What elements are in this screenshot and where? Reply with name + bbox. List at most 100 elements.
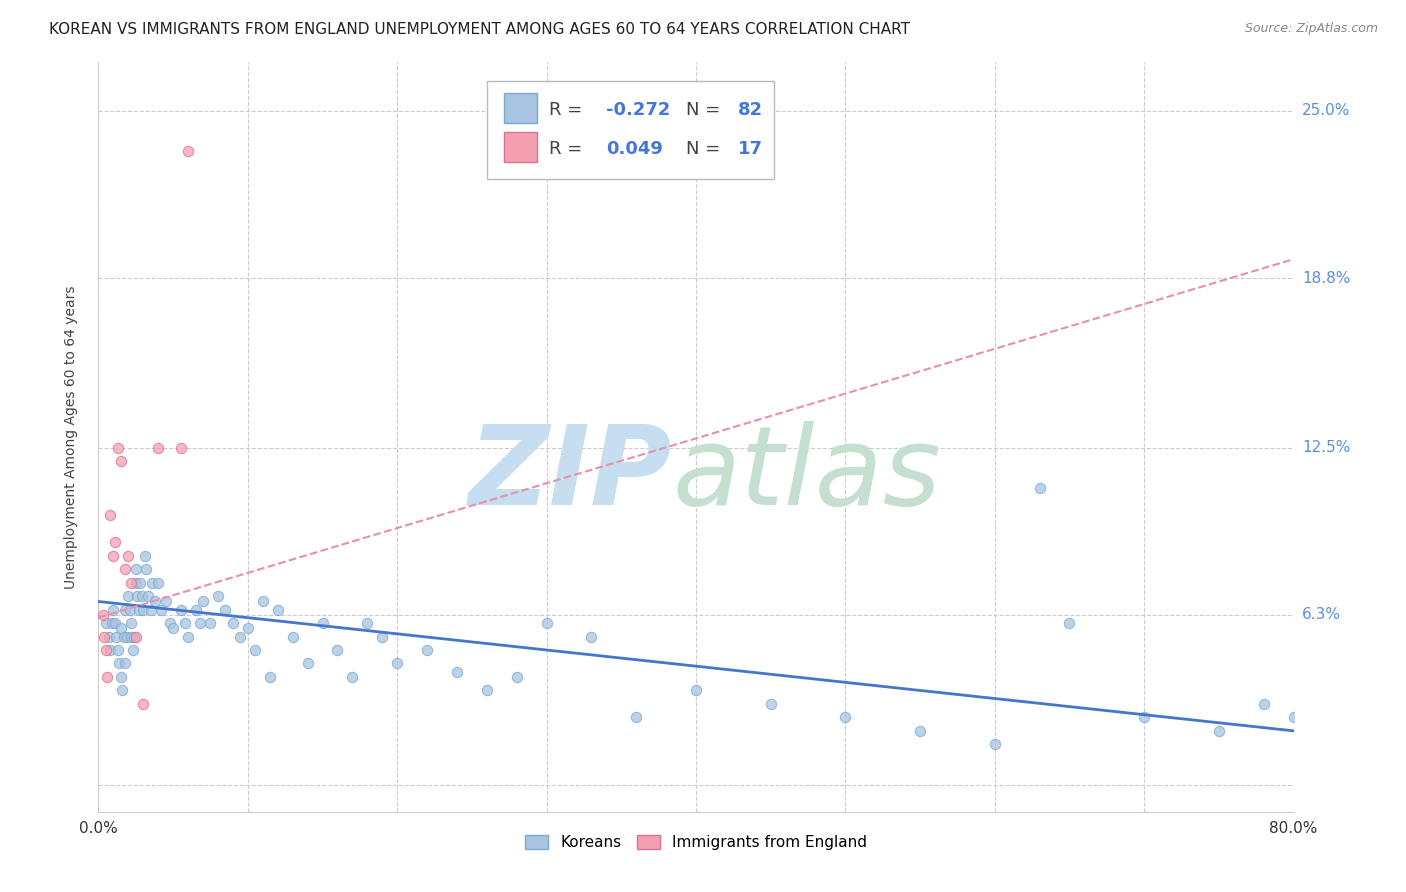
- Point: [128, 602, 150, 616]
- Text: R =: R =: [548, 140, 588, 158]
- Point: [96, 670, 118, 684]
- Point: [245, 643, 267, 657]
- Point: [155, 594, 177, 608]
- Point: [108, 657, 131, 671]
- Point: [125, 575, 148, 590]
- Point: [177, 630, 200, 644]
- Point: [114, 657, 136, 671]
- Point: [103, 549, 125, 563]
- Point: [267, 602, 290, 616]
- Point: [1133, 710, 1156, 724]
- Point: [110, 670, 132, 684]
- Point: [129, 575, 152, 590]
- Point: [97, 630, 120, 644]
- Point: [1208, 723, 1230, 738]
- Point: [103, 602, 125, 616]
- Point: [107, 441, 129, 455]
- Bar: [503, 132, 537, 162]
- Y-axis label: Unemployment Among Ages 60 to 64 years: Unemployment Among Ages 60 to 64 years: [63, 285, 77, 589]
- Point: [120, 615, 142, 630]
- Point: [581, 630, 603, 644]
- Point: [94, 615, 117, 630]
- Point: [908, 723, 931, 738]
- Text: 12.5%: 12.5%: [1302, 441, 1350, 455]
- Point: [104, 535, 127, 549]
- Text: KOREAN VS IMMIGRANTS FROM ENGLAND UNEMPLOYMENT AMONG AGES 60 TO 64 YEARS CORRELA: KOREAN VS IMMIGRANTS FROM ENGLAND UNEMPL…: [49, 22, 910, 37]
- Point: [834, 710, 856, 724]
- Point: [536, 615, 558, 630]
- Point: [229, 630, 252, 644]
- Point: [110, 622, 132, 636]
- Point: [98, 643, 122, 657]
- Point: [169, 602, 191, 616]
- Point: [506, 670, 529, 684]
- Point: [446, 665, 468, 679]
- Point: [169, 441, 191, 455]
- Text: -0.272: -0.272: [606, 101, 671, 119]
- Point: [188, 615, 211, 630]
- Point: [120, 575, 142, 590]
- Point: [236, 622, 259, 636]
- Point: [107, 643, 129, 657]
- Text: 0.049: 0.049: [606, 140, 664, 158]
- Point: [91, 607, 114, 622]
- Text: Source: ZipAtlas.com: Source: ZipAtlas.com: [1244, 22, 1378, 36]
- Point: [1028, 481, 1050, 495]
- Point: [105, 630, 128, 644]
- Point: [191, 594, 214, 608]
- Point: [685, 683, 707, 698]
- Point: [222, 615, 245, 630]
- Bar: [503, 93, 537, 123]
- Point: [1282, 710, 1305, 724]
- Text: 6.3%: 6.3%: [1302, 607, 1341, 623]
- Point: [207, 589, 229, 603]
- Point: [117, 589, 139, 603]
- Point: [112, 630, 135, 644]
- Point: [98, 508, 122, 523]
- Point: [114, 562, 136, 576]
- Point: [297, 657, 319, 671]
- Point: [118, 602, 141, 616]
- Point: [150, 602, 173, 616]
- Point: [132, 697, 155, 711]
- Point: [214, 602, 236, 616]
- Text: R =: R =: [548, 101, 588, 119]
- Point: [117, 549, 139, 563]
- Point: [356, 615, 378, 630]
- Text: atlas: atlas: [672, 421, 941, 528]
- Point: [115, 630, 138, 644]
- Point: [94, 643, 117, 657]
- Point: [281, 630, 304, 644]
- Point: [200, 615, 222, 630]
- Point: [184, 602, 207, 616]
- Text: 82: 82: [738, 101, 763, 119]
- Point: [136, 589, 159, 603]
- FancyBboxPatch shape: [486, 81, 773, 178]
- Text: N =: N =: [686, 140, 727, 158]
- Text: ZIP: ZIP: [468, 421, 672, 528]
- Point: [1059, 615, 1081, 630]
- Point: [416, 643, 439, 657]
- Point: [984, 737, 1007, 751]
- Point: [759, 697, 782, 711]
- Point: [124, 630, 146, 644]
- Point: [177, 145, 200, 159]
- Point: [162, 622, 184, 636]
- Point: [132, 602, 155, 616]
- Point: [114, 602, 136, 616]
- Text: 18.8%: 18.8%: [1302, 270, 1350, 285]
- Point: [104, 615, 127, 630]
- Point: [371, 630, 394, 644]
- Point: [252, 594, 274, 608]
- Point: [131, 589, 153, 603]
- Point: [1253, 697, 1275, 711]
- Point: [125, 562, 148, 576]
- Point: [311, 615, 333, 630]
- Point: [127, 589, 149, 603]
- Point: [139, 602, 162, 616]
- Point: [101, 615, 124, 630]
- Point: [121, 643, 143, 657]
- Point: [385, 657, 409, 671]
- Point: [475, 683, 498, 698]
- Point: [93, 630, 115, 644]
